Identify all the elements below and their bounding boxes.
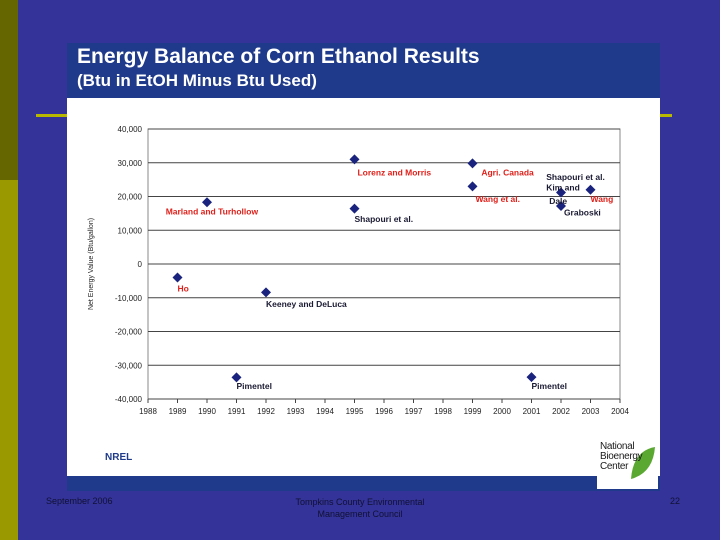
point-annotation: Pimentel bbox=[237, 381, 272, 391]
x-tick-label: 1991 bbox=[228, 407, 246, 416]
national-bioenergy-center-logo: National Bioenergy Center bbox=[597, 439, 658, 489]
source-citation: Source: M. Wang (2003) bbox=[432, 449, 579, 464]
point-annotation: Pimentel bbox=[532, 381, 567, 391]
x-tick-label: 1998 bbox=[434, 407, 452, 416]
side-strip-dark-segment bbox=[0, 0, 18, 180]
x-tick-label: 2002 bbox=[552, 407, 570, 416]
footer-page-number: 22 bbox=[669, 496, 680, 506]
leaf-icon bbox=[631, 447, 655, 479]
point-annotation: Keeney and DeLuca bbox=[266, 299, 347, 309]
y-tick-label: -10,000 bbox=[115, 294, 143, 303]
data-point bbox=[202, 197, 212, 208]
y-tick-label: 40,000 bbox=[118, 125, 143, 134]
point-annotation: Shapouri et al. bbox=[546, 172, 605, 182]
decorative-line-right bbox=[656, 114, 672, 117]
slide-image: Energy Balance of Corn Ethanol Results (… bbox=[67, 43, 660, 491]
data-point bbox=[467, 158, 478, 169]
footer-organization: Tompkins County Environmental Management… bbox=[295, 497, 425, 519]
data-point bbox=[349, 154, 360, 165]
x-tick-label: 1988 bbox=[139, 407, 157, 416]
logo-band bbox=[67, 476, 660, 491]
point-annotation: Kim and bbox=[546, 182, 580, 192]
x-tick-label: 1996 bbox=[375, 407, 393, 416]
point-annotation: Graboski bbox=[564, 207, 601, 217]
decorative-line-left bbox=[36, 114, 70, 117]
y-tick-label: 30,000 bbox=[118, 159, 143, 168]
side-strip bbox=[0, 0, 18, 540]
scatter-chart: -40,000 -30,000 -20,000 -10,000 0 10,000 20,00… bbox=[88, 125, 629, 416]
point-annotation: Lorenz and Morris bbox=[357, 168, 431, 178]
y-tick-label: -20,000 bbox=[115, 328, 143, 337]
data-point bbox=[585, 184, 596, 195]
data-point bbox=[526, 372, 537, 383]
x-tick-label: 2000 bbox=[493, 407, 511, 416]
title-block: Energy Balance of Corn Ethanol Results (… bbox=[67, 43, 660, 99]
x-tick-label: 1999 bbox=[464, 407, 482, 416]
x-tick-label: 1997 bbox=[405, 407, 423, 416]
x-tick-label: 2003 bbox=[582, 407, 600, 416]
point-annotation: Shapouri et al. bbox=[355, 214, 414, 224]
nrel-logo: NREL bbox=[74, 441, 151, 471]
chart-panel: -40,000 -30,000 -20,000 -10,000 0 10,000 20,00… bbox=[67, 98, 660, 476]
x-tick-label: 1989 bbox=[169, 407, 187, 416]
y-tick-label: 10,000 bbox=[118, 226, 143, 235]
nrel-logo-text: NREL bbox=[105, 452, 132, 463]
y-tick-label: -30,000 bbox=[115, 361, 143, 370]
data-point bbox=[467, 181, 478, 192]
chart-subtitle: (Btu in EtOH Minus Btu Used) bbox=[77, 71, 317, 90]
y-tick-label: 0 bbox=[138, 260, 143, 269]
data-point bbox=[261, 287, 271, 298]
data-point bbox=[172, 272, 183, 283]
data-point bbox=[349, 203, 360, 214]
y-axis-label: Net Energy Value (Btu/gallon) bbox=[88, 218, 95, 310]
chart-title: Energy Balance of Corn Ethanol Results bbox=[77, 45, 480, 68]
x-tick-label: 1993 bbox=[287, 407, 305, 416]
data-point bbox=[556, 200, 566, 211]
footer-date: September 2006 bbox=[46, 496, 113, 506]
point-annotation: Wang et al. bbox=[475, 194, 520, 204]
x-tick-label: 2004 bbox=[611, 407, 629, 416]
x-tick-label: 1990 bbox=[198, 407, 216, 416]
point-annotation: Dale bbox=[549, 196, 567, 206]
point-annotation: Agri. Canada bbox=[481, 168, 534, 178]
x-tick-label: 1995 bbox=[346, 407, 364, 416]
data-point bbox=[556, 187, 566, 198]
x-tick-label: 1992 bbox=[257, 407, 275, 416]
x-tick-label: 2001 bbox=[523, 407, 541, 416]
nbc-logo-text: National Bioenergy Center bbox=[600, 441, 643, 472]
point-annotation: Marland and Turhollow bbox=[166, 207, 259, 217]
point-annotation: Ho bbox=[178, 284, 189, 294]
point-annotation: Wang bbox=[591, 194, 614, 204]
y-tick-label: -40,000 bbox=[115, 395, 143, 404]
x-tick-label: 1994 bbox=[316, 407, 334, 416]
data-point bbox=[231, 372, 242, 383]
y-tick-label: 20,000 bbox=[118, 193, 143, 202]
